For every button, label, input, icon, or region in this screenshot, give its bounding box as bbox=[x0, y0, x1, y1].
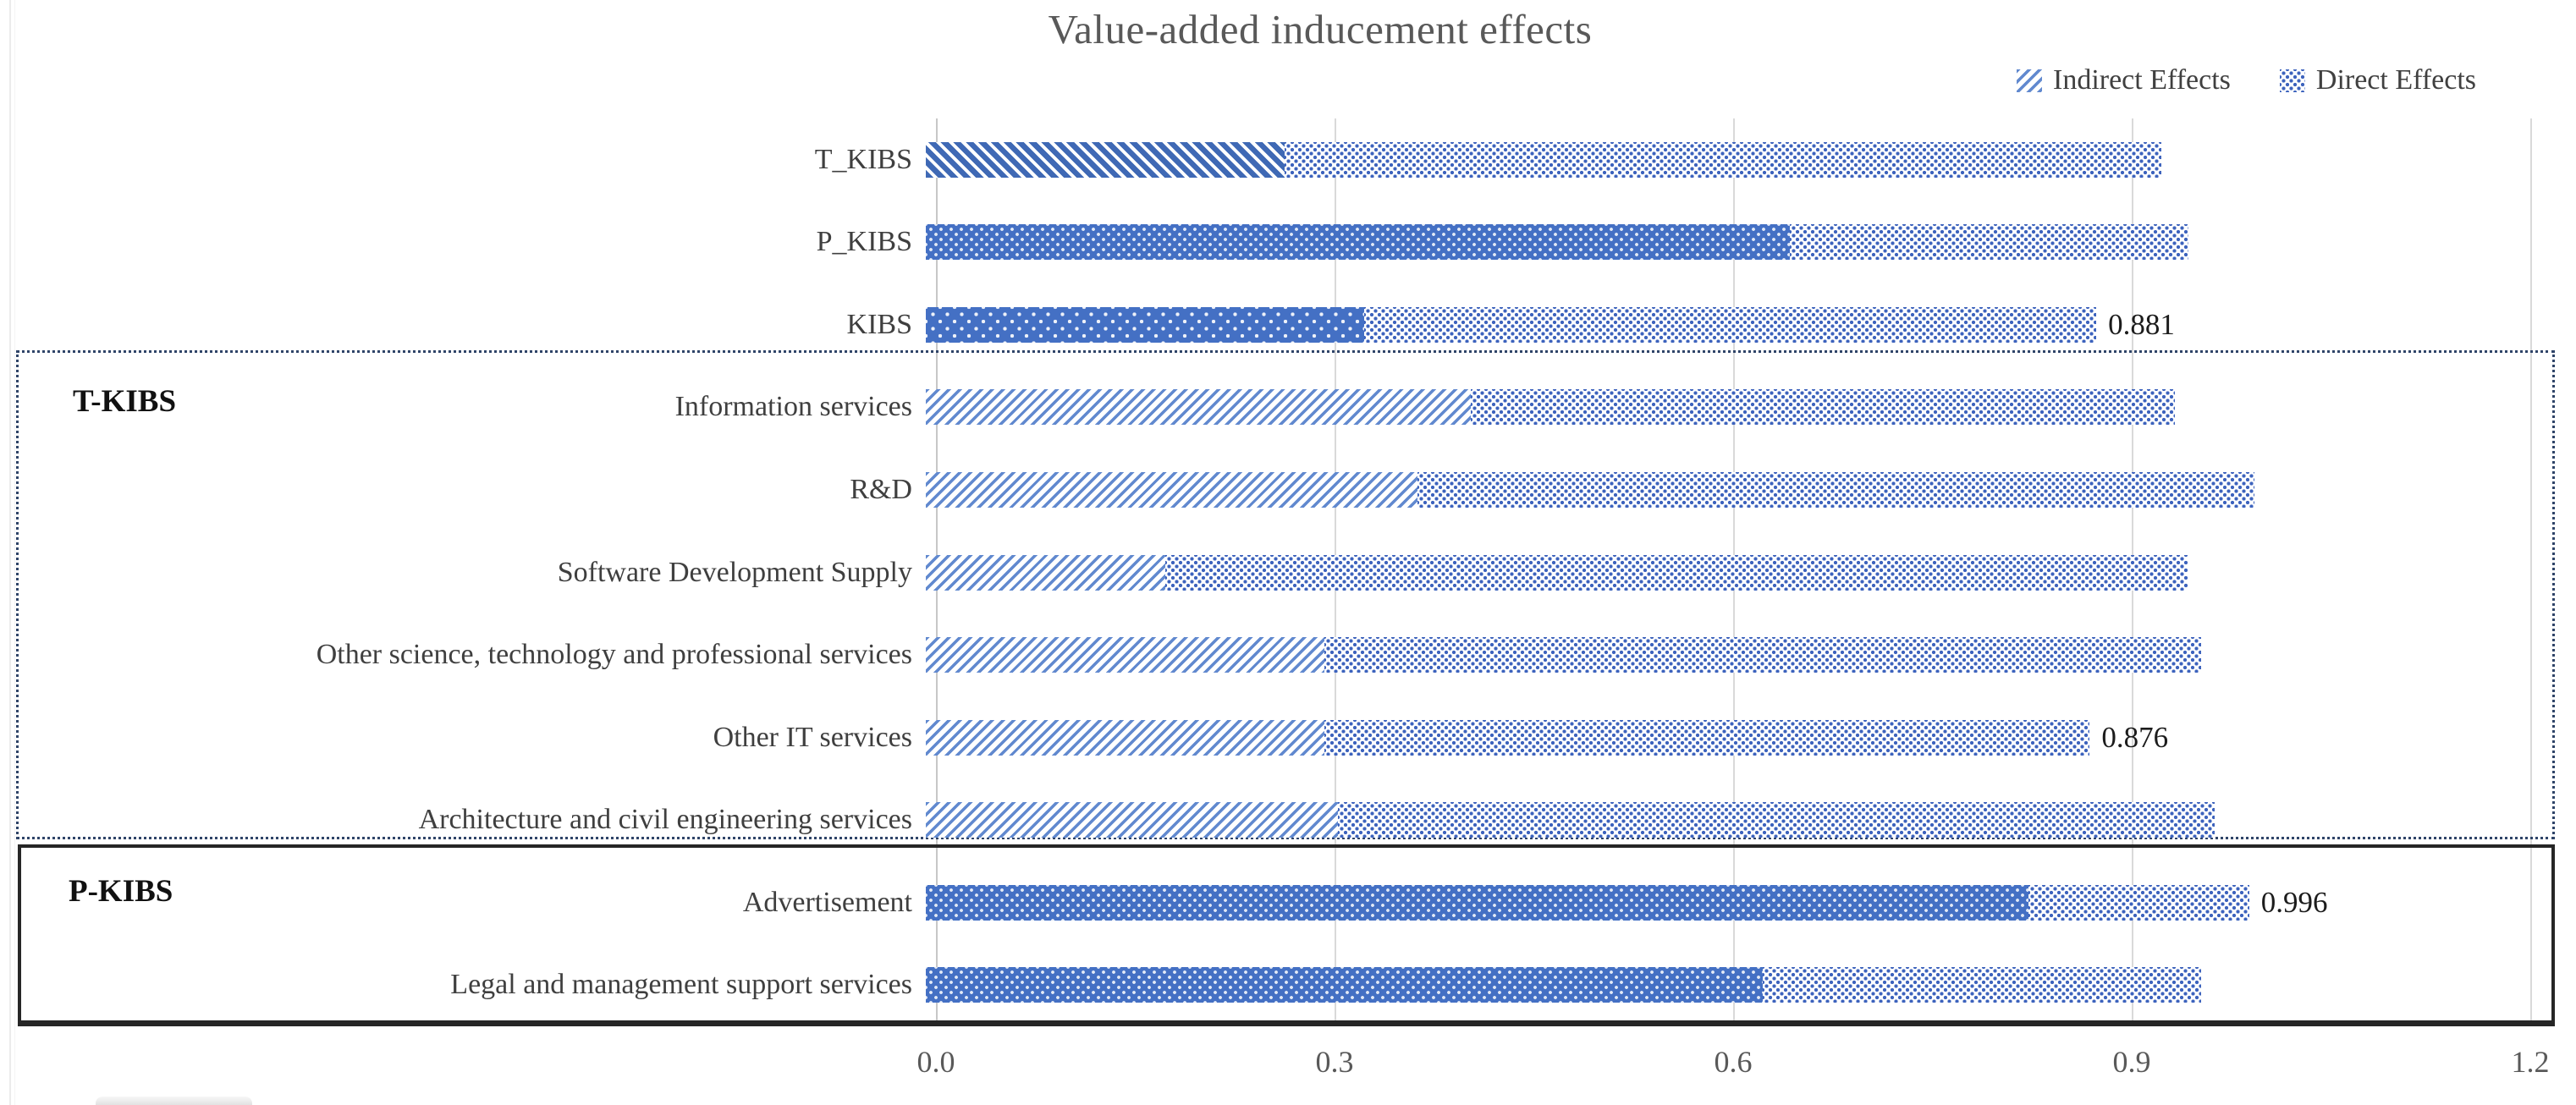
category-label: Other science, technology and profession… bbox=[316, 639, 912, 671]
bar-row: P_KIBS bbox=[0, 201, 2576, 284]
bar bbox=[926, 778, 2520, 861]
bar bbox=[926, 118, 2520, 201]
x-axis-tick-label: 0.3 bbox=[1315, 1045, 1354, 1079]
bar-segment-direct bbox=[1164, 554, 2188, 591]
bar-row: Other IT services 0.876 bbox=[0, 696, 2576, 779]
bar-row: R&D bbox=[0, 448, 2576, 531]
bar-segment-indirect bbox=[926, 389, 1471, 426]
bar-segment-indirect bbox=[926, 967, 1764, 1003]
bar-value-label: 0.996 bbox=[2260, 885, 2328, 919]
bar: 0.881 bbox=[926, 283, 2520, 366]
bar-segment-indirect bbox=[926, 306, 1365, 343]
x-axis-tick-label: 1.2 bbox=[2511, 1045, 2550, 1079]
category-label: Other IT services bbox=[713, 721, 912, 753]
bar-row: Other science, technology and profession… bbox=[0, 613, 2576, 696]
bar-value-label: 0.876 bbox=[2101, 720, 2169, 754]
bar-row: T_KIBS bbox=[0, 118, 2576, 201]
category-label: Architecture and civil engineering servi… bbox=[418, 804, 912, 836]
bar bbox=[926, 366, 2520, 449]
bar-segment-indirect bbox=[926, 471, 1417, 508]
category-label: Legal and management support services bbox=[450, 969, 912, 1001]
x-axis-tick-label: 0.9 bbox=[2112, 1045, 2151, 1079]
category-label: Information services bbox=[674, 391, 912, 423]
bar bbox=[926, 943, 2520, 1026]
bar-segment-direct bbox=[1337, 802, 2215, 838]
bar-segment-direct bbox=[1470, 389, 2175, 426]
indirect-effects-pattern-swatch bbox=[2017, 69, 2042, 92]
legend-label-direct: Direct Effects bbox=[2315, 64, 2476, 96]
bar-segment-indirect bbox=[926, 637, 1324, 673]
bar-row: Architecture and civil engineering servi… bbox=[0, 778, 2576, 861]
bar-rows: T_KIBS P_KIBS KIBS 0.881 Information service… bbox=[0, 118, 2576, 1026]
artifact-smudge bbox=[96, 1097, 252, 1105]
bar-segment-direct bbox=[1789, 224, 2188, 261]
bar-row: Legal and management support services bbox=[0, 943, 2576, 1026]
bar-segment-direct bbox=[1364, 306, 2097, 343]
category-label: Software Development Supply bbox=[557, 556, 912, 588]
legend: Indirect Effects Direct Effects bbox=[2017, 64, 2476, 96]
bar bbox=[926, 613, 2520, 696]
bar-row: Information services bbox=[0, 366, 2576, 449]
category-label: T_KIBS bbox=[814, 143, 912, 175]
category-label: KIBS bbox=[846, 308, 912, 340]
legend-label-indirect: Indirect Effects bbox=[2053, 64, 2231, 96]
bar-segment-direct bbox=[1763, 967, 2202, 1003]
bar-segment-direct bbox=[1324, 719, 2090, 756]
bar-segment-indirect bbox=[926, 802, 1338, 838]
legend-item-indirect-effects: Indirect Effects bbox=[2017, 64, 2231, 96]
direct-effects-pattern-swatch bbox=[2279, 69, 2305, 92]
bar bbox=[926, 531, 2520, 614]
bar-value-label: 0.881 bbox=[2108, 307, 2175, 341]
bar-segment-indirect bbox=[926, 719, 1324, 756]
figure-left-border bbox=[9, 0, 11, 1105]
category-label: R&D bbox=[850, 473, 912, 505]
x-axis-tick-label: 0.6 bbox=[1714, 1045, 1753, 1079]
bar-row: Advertisement 0.996 bbox=[0, 861, 2576, 944]
bar-segment-direct bbox=[1417, 471, 2254, 508]
bar: 0.996 bbox=[926, 861, 2520, 944]
bar-segment-direct bbox=[1324, 637, 2202, 673]
chart-title: Value-added inducement effects bbox=[1048, 6, 1593, 52]
figure-left-border-inner bbox=[14, 0, 15, 1105]
bar-segment-indirect bbox=[926, 141, 1285, 178]
bar-row: KIBS 0.881 bbox=[0, 283, 2576, 366]
legend-item-direct-effects: Direct Effects bbox=[2279, 64, 2476, 96]
bar-row: Software Development Supply bbox=[0, 531, 2576, 614]
bar-segment-direct bbox=[2028, 884, 2249, 921]
bar: 0.876 bbox=[926, 696, 2520, 779]
bar-segment-indirect bbox=[926, 554, 1165, 591]
category-label: Advertisement bbox=[742, 886, 912, 918]
bar bbox=[926, 448, 2520, 531]
bar-segment-indirect bbox=[926, 884, 2029, 921]
bar bbox=[926, 201, 2520, 284]
bar-segment-direct bbox=[1284, 141, 2162, 178]
gridline bbox=[2530, 118, 2532, 1026]
category-label: P_KIBS bbox=[816, 226, 912, 258]
bar-segment-indirect bbox=[926, 224, 1790, 261]
x-axis-tick-label: 0.0 bbox=[916, 1045, 955, 1079]
x-axis-ticks: 0.0 0.3 0.6 0.9 1.2 bbox=[917, 1044, 2550, 1086]
